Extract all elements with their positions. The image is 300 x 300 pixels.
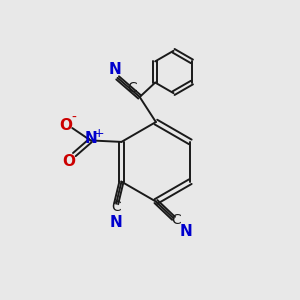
Text: O: O: [59, 118, 72, 133]
Text: O: O: [63, 154, 76, 169]
Text: C: C: [111, 200, 121, 214]
Text: C: C: [128, 81, 137, 94]
Text: -: -: [71, 111, 76, 125]
Text: N: N: [84, 131, 97, 146]
Text: N: N: [108, 62, 121, 77]
Text: C: C: [172, 213, 182, 227]
Text: +: +: [94, 127, 104, 140]
Text: N: N: [110, 215, 122, 230]
Text: N: N: [180, 224, 193, 239]
